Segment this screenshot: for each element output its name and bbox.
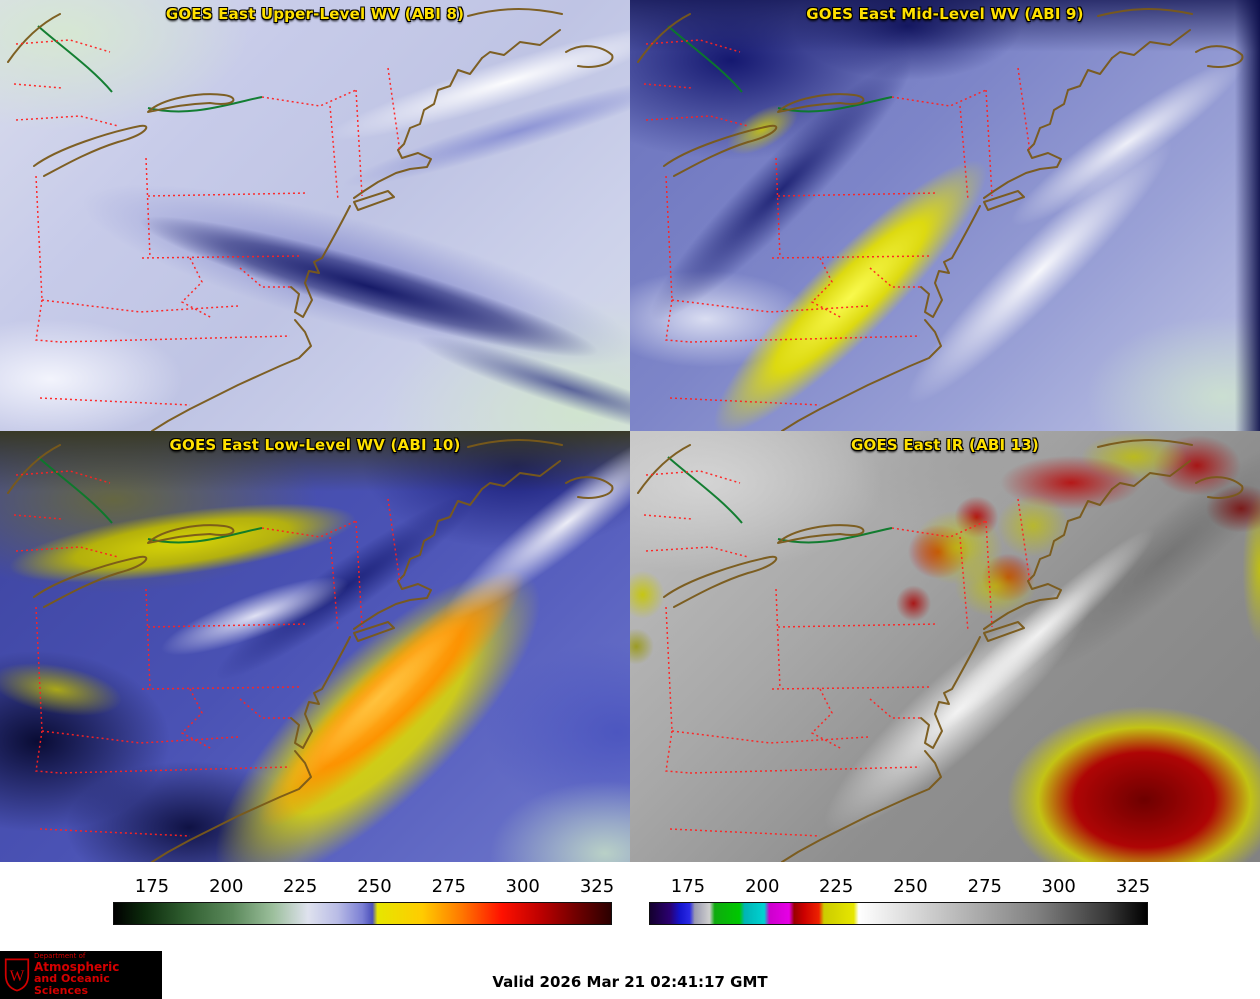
panel-title: GOES East Low-Level WV (ABI 10) <box>169 436 461 454</box>
map-overlay <box>637 439 1244 862</box>
tick-label: 200 <box>745 876 780 897</box>
wv-colorbar <box>113 902 612 925</box>
tick-label: 175 <box>134 876 170 897</box>
map-overlay <box>637 8 1244 431</box>
panel-upper-level-wv: GOES East Upper-Level WV (ABI 8) <box>0 0 630 431</box>
tick-label: 325 <box>1115 876 1151 897</box>
cold-cloud-top-mass <box>932 655 1260 862</box>
tick-label: 200 <box>209 876 244 897</box>
tick-label: 300 <box>505 876 540 897</box>
tick-label: 325 <box>579 876 615 897</box>
ir-colorbar-block: 175 200 225 250 275 300 325 <box>649 876 1151 925</box>
uw-aos-logo: W Department of Atmospheric and Oceanic … <box>0 951 162 999</box>
satellite-image-upper-wv <box>0 0 630 431</box>
footer: W Department of Atmospheric and Oceanic … <box>0 940 1260 999</box>
wv-colorbar-block: 175 200 225 250 275 300 325 <box>113 876 615 925</box>
map-overlay <box>7 439 614 862</box>
map-overlay <box>7 8 614 431</box>
panel-mid-level-wv: GOES East Mid-Level WV (ABI 9) <box>630 0 1260 431</box>
panel-title: GOES East Mid-Level WV (ABI 9) <box>806 5 1084 23</box>
wv-colorbar-ticks: 175 200 225 250 275 300 325 <box>113 876 615 902</box>
tick-label: 300 <box>1041 876 1076 897</box>
tick-label: 275 <box>967 876 1002 897</box>
panel-grid: GOES East Upper-Level WV (ABI 8) GOES Ea… <box>0 0 1260 862</box>
colorbar-row: 175 200 225 250 275 300 325 175 200 225 … <box>0 862 1260 940</box>
logo-text: Department of Atmospheric and Oceanic Sc… <box>34 952 162 997</box>
logo-line: Department of <box>34 952 86 961</box>
panel-ir: GOES East IR (ABI 13) <box>630 431 1260 862</box>
satellite-image-low-wv <box>0 431 630 862</box>
tick-label: 175 <box>670 876 706 897</box>
ir-colorbar-ticks: 175 200 225 250 275 300 325 <box>649 876 1151 902</box>
logo-line: Atmospheric <box>34 959 120 974</box>
panel-title: GOES East IR (ABI 13) <box>850 436 1039 454</box>
logo-line: and Oceanic Sciences <box>34 972 110 997</box>
panel-low-level-wv: GOES East Low-Level WV (ABI 10) <box>0 431 630 862</box>
satellite-image-ir <box>630 431 1260 862</box>
panel-title: GOES East Upper-Level WV (ABI 8) <box>165 5 465 23</box>
tick-label: 250 <box>893 876 928 897</box>
satellite-image-mid-wv <box>630 0 1260 431</box>
tick-label: 225 <box>282 876 318 897</box>
tick-label: 275 <box>431 876 466 897</box>
tick-label: 250 <box>357 876 392 897</box>
ir-colorbar <box>649 902 1148 925</box>
uw-crest-icon: W <box>4 958 30 992</box>
crest-letter: W <box>10 968 25 985</box>
tick-label: 225 <box>818 876 854 897</box>
valid-time-label: Valid 2026 Mar 21 02:41:17 GMT <box>492 973 768 991</box>
